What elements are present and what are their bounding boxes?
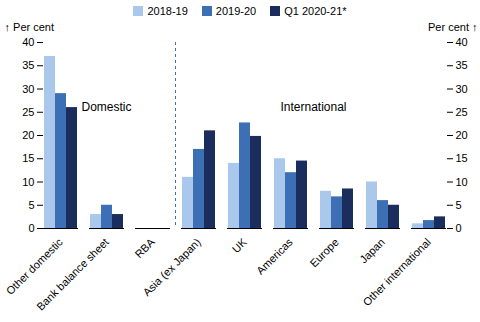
svg-text:Bank balance sheet: Bank balance sheet (34, 236, 111, 313)
svg-text:10: 10 (22, 176, 34, 188)
svg-text:35: 35 (22, 59, 34, 71)
svg-text:Per cent ↑: Per cent ↑ (428, 21, 478, 33)
svg-text:30: 30 (22, 83, 34, 95)
svg-text:↑ Per cent: ↑ Per cent (5, 21, 55, 33)
svg-text:RBA: RBA (132, 235, 157, 260)
svg-text:5: 5 (28, 199, 34, 211)
svg-text:15: 15 (22, 152, 34, 164)
svg-text:40: 40 (456, 36, 468, 48)
svg-text:International: International (280, 100, 346, 114)
svg-text:30: 30 (456, 83, 468, 95)
svg-text:Domestic: Domestic (81, 100, 131, 114)
svg-text:25: 25 (456, 106, 468, 118)
svg-text:20: 20 (22, 129, 34, 141)
svg-text:20: 20 (456, 129, 468, 141)
svg-text:Europe: Europe (307, 236, 341, 270)
html-text:2018-19: 2018-19 (147, 5, 188, 17)
svg-text:Other domestic: Other domestic (3, 235, 65, 297)
svg-text:40: 40 (22, 36, 34, 48)
svg-text:Japan: Japan (357, 236, 387, 266)
html-text:Q1 2020-21*: Q1 2020-21* (284, 5, 347, 17)
svg-text:5: 5 (456, 199, 462, 211)
svg-text:10: 10 (456, 176, 468, 188)
html-text:2019-20: 2019-20 (215, 5, 257, 17)
svg-text:15: 15 (456, 152, 468, 164)
svg-text:35: 35 (456, 59, 468, 71)
svg-text:0: 0 (456, 222, 462, 234)
svg-text:Other international: Other international (360, 236, 432, 308)
svg-text:UK: UK (230, 235, 250, 255)
svg-text:0: 0 (28, 222, 34, 234)
svg-text:Asia (ex Japan): Asia (ex Japan) (140, 236, 203, 299)
svg-text:25: 25 (22, 106, 34, 118)
svg-text:Americas: Americas (254, 235, 295, 276)
